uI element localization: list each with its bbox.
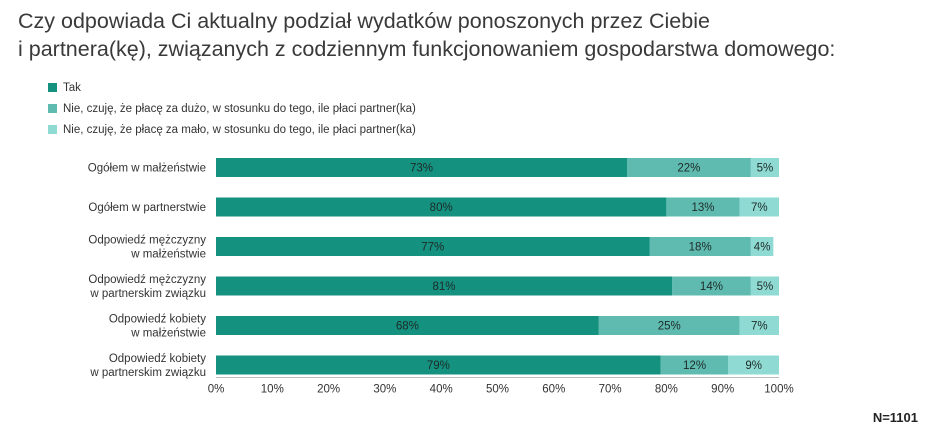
x-tick-label: 40%: [430, 384, 453, 396]
data-label: 7%: [751, 202, 768, 214]
sample-size-label: N=1101: [872, 410, 918, 425]
x-tick-label: 70%: [599, 384, 622, 396]
data-label: 14%: [700, 281, 723, 293]
chart-title-line-2: i partnera(kę), związanych z codziennym …: [18, 37, 836, 61]
category-label: Odpowiedź kobiety: [109, 353, 206, 365]
legend-item-za-duzo: Nie, czuję, że płacę za dużo, w stosunku…: [48, 98, 416, 119]
data-label: 5%: [757, 163, 774, 175]
bar-segment: [216, 316, 599, 335]
x-tick-label: 0%: [208, 384, 225, 396]
data-label: 4%: [754, 242, 771, 254]
data-label: 73%: [410, 163, 433, 175]
bar-segment: [750, 158, 779, 177]
legend-label-za-malo: Nie, czuję, że płacę za mało, w stosunku…: [63, 123, 416, 136]
bar-segment: [666, 197, 740, 217]
category-label: Ogółem w małżeństwie: [88, 163, 206, 175]
category-label: w małżeństwie: [130, 249, 206, 261]
x-tick-label: 30%: [373, 384, 396, 396]
data-label: 77%: [421, 242, 444, 254]
category-label: Odpowiedź mężczyzny: [88, 274, 206, 286]
data-label: 80%: [430, 202, 453, 214]
data-label: 18%: [689, 242, 712, 254]
x-tick-label: 90%: [711, 384, 734, 396]
bar-segment: [598, 316, 740, 335]
x-tick-label: 50%: [486, 384, 509, 396]
legend-swatch-tak: [48, 83, 57, 92]
bar-segment: [626, 158, 751, 177]
bar-segment: [216, 355, 661, 375]
category-label: w partnerskim związku: [89, 288, 206, 300]
chart-title-line-1: Czy odpowiada Ci aktualny podział wydatk…: [18, 9, 710, 33]
data-label: 79%: [427, 360, 450, 372]
category-label: Odpowiedź mężczyzny: [88, 235, 206, 247]
legend-swatch-za-duzo: [48, 104, 57, 113]
category-label: w partnerskim związku: [89, 367, 206, 379]
bar-segment: [660, 355, 729, 375]
bar-segment: [728, 355, 779, 375]
legend-item-za-malo: Nie, czuję, że płacę za mało, w stosunku…: [48, 119, 416, 140]
legend-swatch-za-malo: [48, 125, 57, 134]
data-label: 9%: [745, 360, 762, 372]
bar-segment: [649, 237, 751, 256]
x-tick-label: 60%: [542, 384, 565, 396]
category-label: Odpowiedź kobiety: [109, 314, 206, 326]
x-tick-label: 80%: [655, 384, 678, 396]
bar-segment: [216, 158, 627, 177]
bar-segment: [750, 237, 774, 256]
data-label: 25%: [658, 321, 681, 333]
x-tick-label: 10%: [261, 384, 284, 396]
x-tick-label: 20%: [317, 384, 340, 396]
bar-segment: [739, 197, 779, 217]
bar-segment: [216, 237, 650, 256]
data-label: 68%: [396, 321, 419, 333]
data-label: 12%: [683, 360, 706, 372]
legend: Tak Nie, czuję, że płacę za dużo, w stos…: [48, 77, 416, 140]
chart-title: Czy odpowiada Ci aktualny podział wydatk…: [18, 7, 938, 63]
bar-segment: [216, 276, 673, 296]
data-label: 5%: [757, 281, 774, 293]
legend-label-za-duzo: Nie, czuję, że płacę za dużo, w stosunku…: [63, 102, 416, 115]
legend-item-tak: Tak: [48, 77, 416, 98]
data-label: 7%: [751, 321, 768, 333]
category-label: Ogółem w partnerstwie: [88, 202, 206, 214]
category-label: w małżeństwie: [130, 328, 206, 340]
x-tick-label: 100%: [764, 384, 793, 396]
bar-segment: [739, 316, 779, 335]
legend-label-tak: Tak: [63, 81, 81, 94]
data-label: 13%: [691, 202, 714, 214]
data-label: 22%: [677, 163, 700, 175]
bar-segment: [672, 276, 751, 296]
data-label: 81%: [432, 281, 455, 293]
bar-segment: [750, 276, 779, 296]
bar-segment: [216, 197, 667, 217]
